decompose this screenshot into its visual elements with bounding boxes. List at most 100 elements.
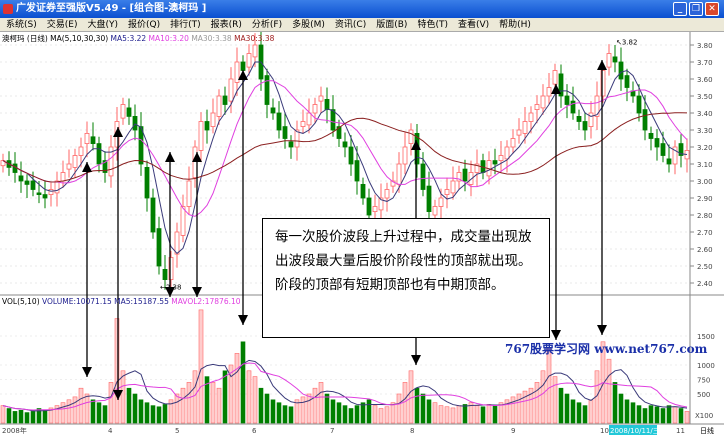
- arrow-down-icon: [165, 287, 175, 297]
- candle-body: [84, 133, 90, 145]
- candle-body: [54, 180, 60, 194]
- volume-bar: [126, 387, 132, 424]
- volume-bar: [660, 408, 666, 424]
- volume-bar: [204, 376, 210, 424]
- candle-body: [12, 163, 18, 173]
- menu-item[interactable]: 版面(B): [376, 20, 408, 30]
- volume-bar: [168, 399, 174, 424]
- volume-bar: [114, 318, 120, 424]
- selected-date-label: 2008/10/11/三: [610, 427, 660, 435]
- price-tick-label: 2.60: [697, 246, 713, 254]
- candle-body: [270, 107, 276, 114]
- volume-bar: [228, 364, 234, 424]
- volume-bar: [384, 406, 390, 424]
- volume-bar: [450, 407, 456, 424]
- volume-bar: [588, 399, 594, 424]
- candle-body: [390, 180, 396, 187]
- window-title: 广发证券至强版V5.49 - [组合图-澳柯玛 ]: [16, 3, 207, 14]
- candle-body: [432, 206, 438, 216]
- candle-body: [612, 56, 618, 63]
- arrow-up-icon: [192, 152, 202, 162]
- volume-bar: [492, 405, 498, 424]
- vol-ma5-value: MA5:15187.55: [114, 297, 169, 306]
- volume-bar: [486, 404, 492, 424]
- volume-bar: [264, 393, 270, 424]
- candle-body: [558, 73, 564, 97]
- candle-body: [204, 121, 210, 131]
- price-tick-label: 2.70: [697, 229, 713, 237]
- candle-body: [660, 143, 666, 156]
- volume-bar: [120, 370, 126, 424]
- volume-bar: [516, 393, 522, 424]
- volume-bar: [150, 405, 156, 424]
- volume-bar: [420, 393, 426, 424]
- volume-bar: [66, 399, 72, 424]
- menu-item[interactable]: 大盘(Y): [87, 20, 118, 30]
- volume-bar: [96, 402, 102, 424]
- vol-ma10-line: [2, 362, 688, 411]
- volume-bar: [144, 402, 150, 424]
- candle-body: [378, 197, 384, 211]
- ma10-value: MA10:3.20: [148, 34, 189, 43]
- menu-item[interactable]: 多股(M): [292, 20, 325, 30]
- candle-body: [60, 172, 66, 182]
- stock-chart[interactable]: 3.80 3.70 3.60 3.50 3.40 3.30 3.20 3.10 3.00 2.90…: [0, 32, 724, 437]
- volume-bar: [192, 370, 198, 424]
- volume-bar: [90, 399, 96, 424]
- candle-body: [222, 95, 228, 105]
- candle-body: [150, 197, 156, 233]
- volume-bar: [174, 393, 180, 424]
- volume-bar: [378, 408, 384, 424]
- candle-body: [588, 112, 594, 128]
- menu-item[interactable]: 查看(V): [457, 20, 490, 30]
- volume-tick-label: 750: [697, 377, 710, 385]
- candle-body: [636, 95, 642, 114]
- candle-body: [666, 158, 672, 165]
- candle-body: [96, 143, 102, 165]
- volume-bar: [528, 387, 534, 424]
- volume-bar: [390, 402, 396, 424]
- volume-bar: [648, 405, 654, 424]
- close-button[interactable]: ✕: [705, 2, 719, 16]
- menu-item[interactable]: 分析(F): [251, 20, 283, 30]
- price-tick-label: 3.10: [697, 161, 713, 169]
- x-tick-label: 8: [410, 427, 414, 435]
- volume-bar: [426, 399, 432, 424]
- candle-body: [330, 109, 336, 131]
- menu-item[interactable]: 报价(Q): [128, 20, 161, 30]
- candle-body: [402, 146, 408, 165]
- minimize-button[interactable]: _: [673, 2, 687, 16]
- candle-body: [408, 129, 414, 144]
- volume-bar: [552, 376, 558, 424]
- restore-button[interactable]: ❐: [689, 2, 703, 16]
- period: (日线): [26, 34, 48, 43]
- candle-body: [342, 141, 348, 148]
- menu-item[interactable]: 排行(T): [170, 20, 201, 30]
- volume-bar: [252, 376, 258, 424]
- menu-item[interactable]: 帮助(H): [499, 20, 531, 30]
- arrow-down-icon: [82, 367, 92, 377]
- price-tick-label: 2.50: [697, 263, 713, 271]
- candle-body: [144, 166, 150, 199]
- candle-body: [48, 189, 54, 195]
- volume-bar: [276, 402, 282, 424]
- menu-bar: 系统(S) 交易(E) 大盘(Y) 报价(Q) 排行(T) 报表(R) 分析(F) 多股(M)…: [0, 18, 724, 32]
- arrow-down-icon: [411, 355, 421, 365]
- volume-bar: [546, 347, 552, 424]
- candle-body: [492, 160, 498, 165]
- candle-body: [102, 160, 108, 173]
- volume-value: VOLUME:10071.15: [42, 297, 112, 306]
- volume-bar: [330, 399, 336, 424]
- candle-body: [600, 70, 606, 97]
- volume-bar: [18, 409, 24, 424]
- menu-item[interactable]: 交易(E): [46, 20, 78, 30]
- menu-item[interactable]: 报表(R): [210, 20, 242, 30]
- price-tick-label: 2.40: [697, 280, 713, 288]
- title-bar: 广发证券至强版V5.49 - [组合图-澳柯玛 ] _ ❐ ✕: [0, 0, 724, 18]
- volume-bar: [336, 402, 342, 424]
- x-tick-label: 4: [108, 427, 113, 435]
- menu-item[interactable]: 特色(T): [417, 20, 448, 30]
- candle-body: [180, 206, 186, 236]
- menu-item[interactable]: 系统(S): [6, 20, 37, 30]
- menu-item[interactable]: 资讯(C): [334, 20, 367, 30]
